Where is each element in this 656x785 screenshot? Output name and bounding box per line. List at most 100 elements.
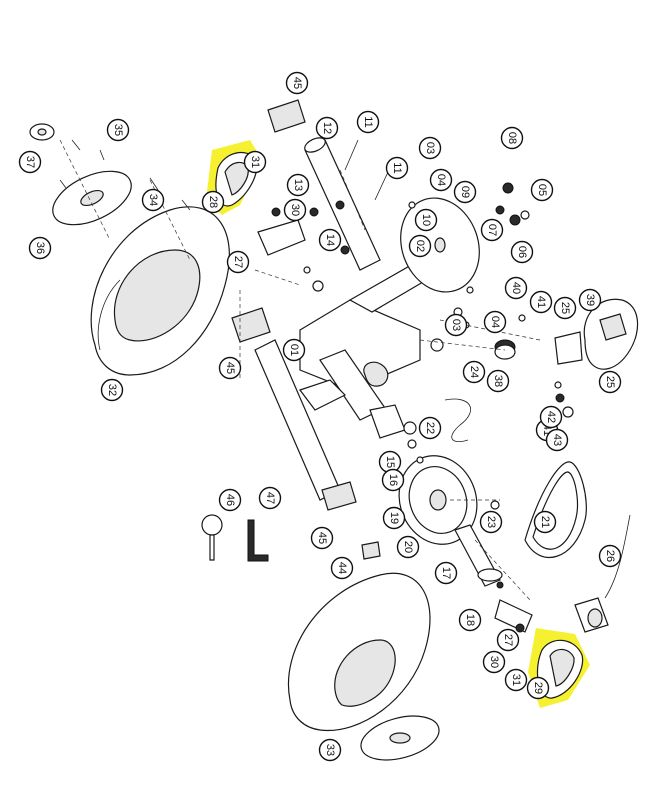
callout-label: 45 [291,77,303,89]
disc-37 [29,123,55,141]
callout-label: 03 [450,319,462,331]
callout-08: 08 [500,126,524,150]
callout-circle [418,136,442,160]
callout-circle [486,369,510,393]
callout-label: 12 [321,122,333,134]
callout-20: 20 [396,535,420,559]
callout-03a: 03 [418,136,442,160]
callout-circle [418,416,442,440]
callout-circle [201,190,225,214]
crank-arm-27-bottom [494,599,533,633]
callout-23: 23 [479,510,503,534]
callout-27a: 27 [226,250,250,274]
callout-07: 07 [480,218,504,242]
callout-12: 12 [315,116,339,140]
lower-shroud-33 [288,572,431,732]
pedal-26 [574,514,631,633]
callout-label: 46 [224,494,236,506]
callout-46: 46 [218,488,242,512]
callout-47: 47 [258,486,282,510]
callout-circle [356,110,380,134]
callout-label: 44 [336,562,348,574]
callout-circle [318,738,342,762]
callout-circle [310,526,334,550]
callout-label: 29 [532,682,544,694]
callout-circle [283,198,307,222]
callout-circle [385,156,409,180]
callout-label: 45 [316,532,328,544]
callout-35: 35 [106,118,130,142]
callout-circle [286,173,310,197]
callout-label: 34 [147,194,159,206]
callout-label: 30 [488,656,500,668]
callout-circle [545,428,569,452]
callout-circle [578,288,602,312]
callout-label: 08 [506,132,518,144]
callout-label: 09 [459,186,471,198]
console-25 [583,298,639,370]
callout-31a: 31 [243,150,267,174]
callout-circle [243,150,267,174]
callout-04a: 04 [429,168,453,192]
pulley-20 [398,455,478,545]
callout-circle [529,290,553,314]
callout-label: 14 [324,234,336,246]
callout-circle [453,180,477,204]
callout-circle [315,116,339,140]
callout-circle [462,360,486,384]
callout-44: 44 [330,556,354,580]
callout-label: 07 [486,224,498,236]
callout-label: 33 [324,744,336,756]
callout-27b: 27 [496,628,520,652]
end-cap-45-top [267,99,306,133]
bolts-11 [339,139,389,231]
callout-label: 17 [440,567,452,579]
sensor-wire-24 [444,398,471,442]
callout-circle [330,556,354,580]
callout-circle [504,276,528,300]
callout-circle [282,338,306,362]
callout-circle [598,370,622,394]
callout-25a: 25 [553,296,577,320]
callout-circle [483,310,507,334]
callout-label: 32 [106,384,118,396]
callout-06: 06 [510,240,534,264]
spacer-44 [361,541,381,560]
tool-46-wrench [201,514,223,561]
callout-19: 19 [382,506,406,530]
callout-28: 28 [201,190,225,214]
callout-38: 38 [486,369,510,393]
callout-circle [218,356,242,380]
tool-47-allen-key [247,519,269,562]
end-cap-45-bottom [321,481,357,511]
callout-36: 36 [28,236,52,260]
callout-43: 43 [545,428,569,452]
callout-circle [530,178,554,202]
belt-21 [524,461,587,558]
callout-circle [382,506,406,530]
callout-circle [458,608,482,632]
callout-label: 30 [289,204,301,216]
callout-label: 18 [464,614,476,626]
callout-circle [539,405,563,429]
callout-40: 40 [504,276,528,300]
callout-02: 02 [408,234,432,258]
callout-label: 37 [24,156,36,168]
left-shroud-upper-32 [90,206,230,376]
callout-41a: 41 [529,290,553,314]
callout-label: 01 [288,344,300,356]
callout-label: 04 [489,316,501,328]
callout-label: 22 [424,422,436,434]
callout-22: 22 [418,416,442,440]
callout-label: 16 [387,474,399,486]
callout-circle [100,378,124,402]
callout-25b: 25 [598,370,622,394]
callout-circle [510,240,534,264]
callout-circle [479,510,503,534]
callout-31b: 31 [504,668,528,692]
callout-label: 19 [388,512,400,524]
callout-circle [598,544,622,568]
callout-label: 28 [207,196,219,208]
callout-label: 13 [292,179,304,191]
